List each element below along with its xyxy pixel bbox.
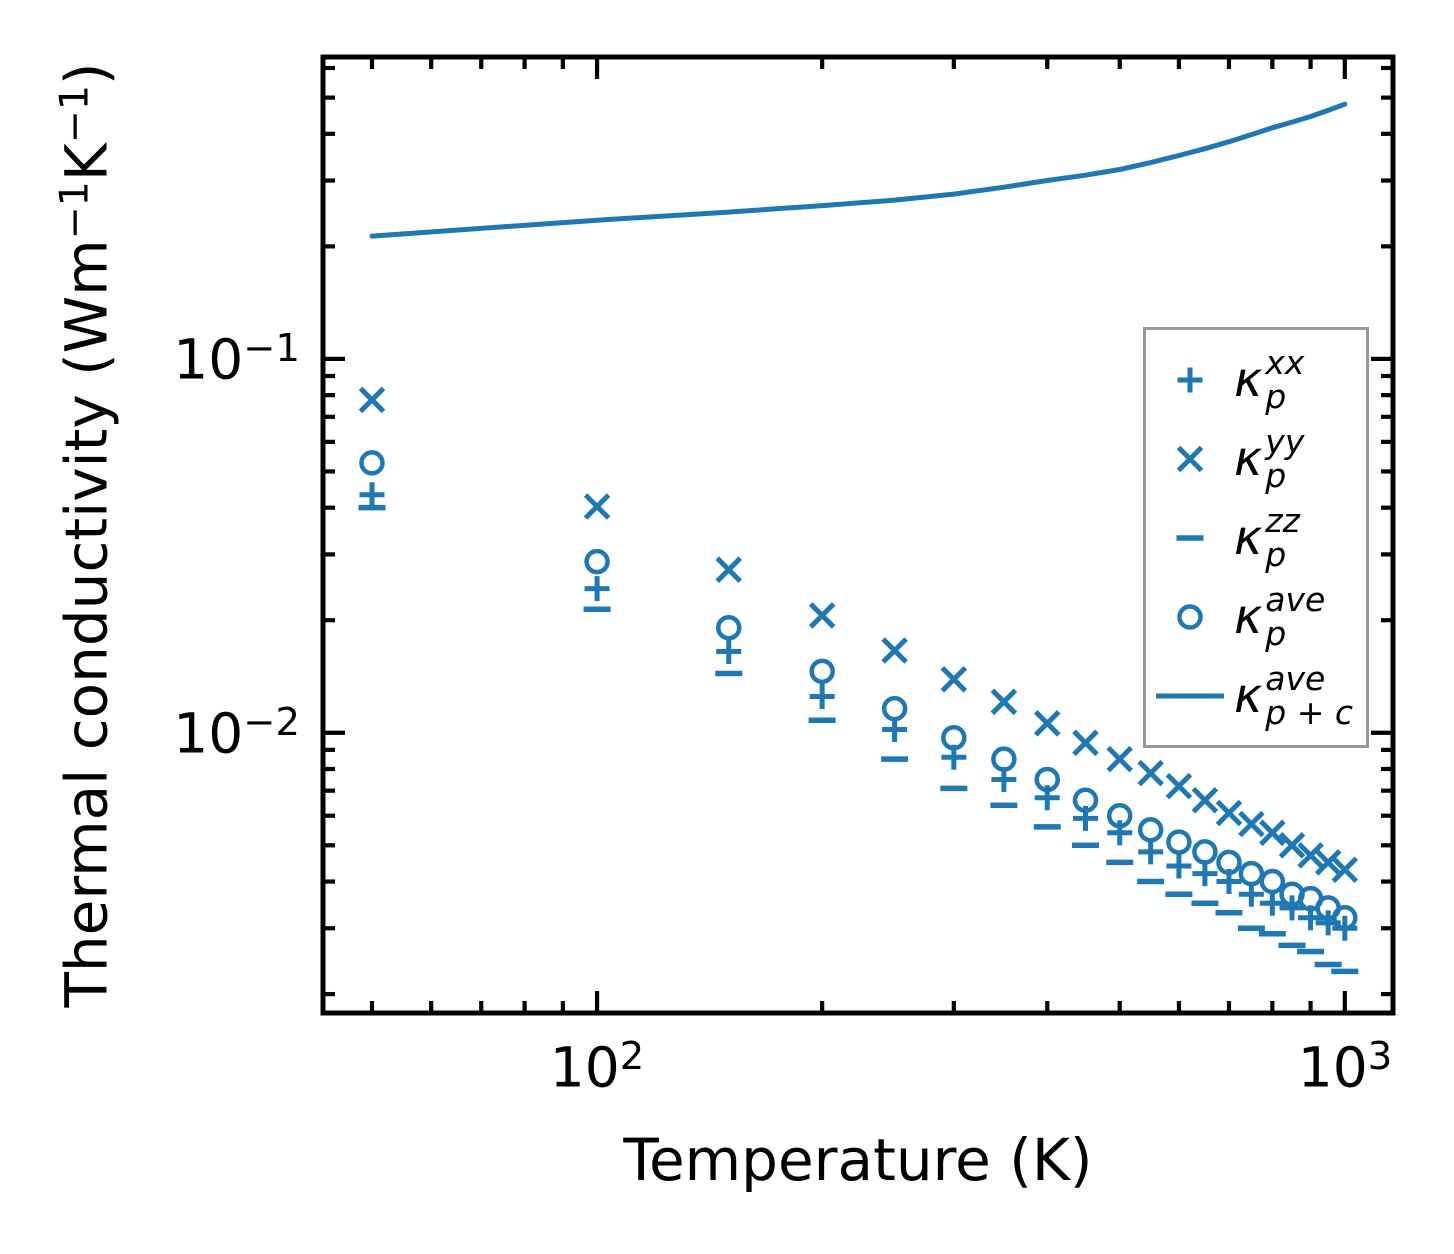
legend-label: κ xx p bbox=[1234, 342, 1305, 416]
legend-label: κ ave p + c bbox=[1234, 658, 1354, 732]
y-tick-label-1e-2: 10−2 bbox=[173, 699, 300, 766]
series-kappa_p_zz bbox=[358, 504, 1359, 975]
legend-entry-kappa-p-plus-c-ave: κ ave p + c bbox=[1146, 656, 1366, 735]
cross-marker-icon bbox=[1146, 424, 1234, 494]
legend-entry-kappa-yy: κ yy p bbox=[1146, 419, 1366, 498]
legend-label: κ yy p bbox=[1234, 421, 1305, 495]
axis-ticks bbox=[323, 57, 1393, 1013]
legend-label: κ zz p bbox=[1234, 500, 1300, 574]
y-tick-label-1e-1: 10−1 bbox=[173, 325, 300, 392]
legend-label: κ ave p bbox=[1234, 579, 1326, 653]
plus-marker-icon bbox=[1146, 345, 1234, 415]
dash-marker-icon bbox=[1146, 503, 1234, 573]
legend-entry-kappa-zz: κ zz p bbox=[1146, 498, 1366, 577]
axes-frame bbox=[320, 54, 1396, 1016]
y-axis-label: Thermal conductivity (Wm−1K−1) bbox=[51, 62, 121, 1008]
series-kappa_p_xx bbox=[359, 482, 1358, 941]
x-axis-label: Temperature (K) bbox=[623, 1126, 1093, 1194]
series-kappa_p_yy bbox=[358, 386, 1359, 884]
legend: κ xx p κ yy p κ zz p κ ave p κ ave p + c bbox=[1143, 327, 1369, 748]
circle-marker-icon bbox=[1146, 582, 1234, 652]
legend-entry-kappa-xx: κ xx p bbox=[1146, 340, 1366, 419]
series-kappa_p_ave bbox=[359, 450, 1358, 931]
series-kappa_p_plus_c_ave bbox=[369, 101, 1348, 239]
legend-entry-kappa-ave: κ ave p bbox=[1146, 577, 1366, 656]
x-tick-label-1000: 103 bbox=[1297, 1034, 1393, 1100]
x-tick-label-100: 102 bbox=[549, 1034, 645, 1100]
line-sample-icon bbox=[1146, 661, 1234, 731]
